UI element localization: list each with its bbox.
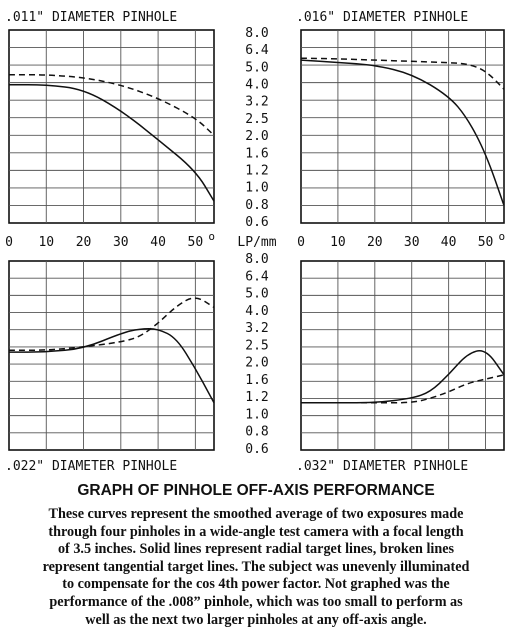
y-tick-label: 4.0	[245, 78, 268, 93]
caption-line: These curves represent the smoothed aver…	[48, 506, 464, 522]
y-tick-label: 0.6	[245, 442, 268, 457]
plot-frame	[8, 260, 215, 451]
y-tick-label: 1.0	[245, 407, 268, 422]
y-tick-label: 1.6	[245, 146, 268, 161]
tangential-curve	[8, 297, 215, 352]
y-tick-label: 2.0	[245, 356, 268, 371]
panel-title: .032" DIAMETER PINHOLE	[296, 459, 468, 474]
radial-curve	[300, 59, 505, 206]
x-tick-label: 0	[297, 235, 305, 250]
chart-grid: .011" DIAMETER PINHOLE .016" DIAMETER PIN…	[5, 10, 506, 474]
radial-curve	[8, 84, 215, 202]
y-tick-label: 6.4	[245, 269, 269, 284]
y-tick-label: 5.0	[245, 60, 268, 75]
panel-title: .016" DIAMETER PINHOLE	[296, 10, 468, 25]
x-tick-label: 40	[150, 235, 166, 250]
y-tick-label: 0.6	[245, 215, 268, 230]
plot-frame	[300, 29, 505, 224]
x-tick-label: 50	[188, 235, 204, 250]
degree-mark: o	[208, 230, 215, 243]
y-tick-label: 1.2	[245, 163, 268, 178]
y-tick-label: 5.0	[245, 287, 268, 302]
y-tick-label: 8.0	[245, 252, 268, 267]
x-tick-label: 10	[330, 235, 346, 250]
caption-line: well as the next two larger pinholes at …	[85, 611, 427, 628]
chart-panel: .022" DIAMETER PINHOLE	[5, 260, 215, 474]
x-tick-label: 0	[5, 235, 13, 250]
caption-body: These curves represent the smoothed aver…	[8, 506, 504, 629]
caption-line: to compensate for the cos 4th power fact…	[62, 576, 450, 593]
caption-title: GRAPH OF PINHOLE OFF-AXIS PERFORMANCE	[77, 482, 435, 499]
caption-line: of 3.5 inches. Solid lines represent rad…	[57, 541, 455, 558]
y-tick-label: 3.2	[245, 95, 268, 110]
y-tick-label: 1.2	[245, 390, 268, 405]
y-tick-label: 3.2	[245, 321, 268, 336]
tangential-curve	[300, 57, 505, 90]
y-tick-label: 0.8	[245, 198, 268, 213]
x-tick-label: 40	[441, 235, 457, 250]
y-tick-label: 1.6	[245, 373, 268, 388]
caption-line: represent tangential target lines. The s…	[42, 558, 470, 575]
degree-mark: o	[499, 230, 506, 243]
caption-line: performance of the .008” pinhole, which …	[49, 593, 463, 610]
y-tick-label: 6.4	[245, 43, 269, 58]
radial-curve	[9, 327, 215, 404]
tangential-curve	[301, 374, 505, 404]
x-tick-label: 10	[38, 235, 54, 250]
plot-frame	[300, 260, 505, 451]
x-tick-label: 20	[76, 235, 92, 250]
chart-panel: .011" DIAMETER PINHOLE	[5, 10, 215, 224]
chart-panel: .016" DIAMETER PINHOLE	[296, 10, 505, 224]
y-tick-label: 2.5	[245, 112, 268, 127]
y-tick-label: 2.0	[245, 129, 268, 144]
y-unit-label: LP/mm	[237, 235, 276, 250]
caption-line: through four pinholes in a wide-angle te…	[48, 523, 464, 540]
plot-frame	[8, 29, 215, 224]
x-tick-label: 20	[367, 235, 383, 250]
y-tick-label: 4.0	[245, 304, 268, 319]
panel-title: .011" DIAMETER PINHOLE	[5, 10, 177, 25]
chart-panel: .032" DIAMETER PINHOLE	[296, 260, 505, 474]
tangential-curve	[8, 73, 215, 136]
y-tick-label: 0.8	[245, 425, 268, 440]
y-tick-label: 2.5	[245, 338, 268, 353]
radial-curve	[301, 350, 505, 404]
y-tick-label: 8.0	[245, 26, 268, 41]
x-tick-label: 30	[404, 235, 420, 250]
y-tick-label: 1.0	[245, 181, 268, 196]
x-tick-label: 30	[113, 235, 129, 250]
x-tick-label: 50	[478, 235, 494, 250]
panel-title: .022" DIAMETER PINHOLE	[5, 459, 177, 474]
